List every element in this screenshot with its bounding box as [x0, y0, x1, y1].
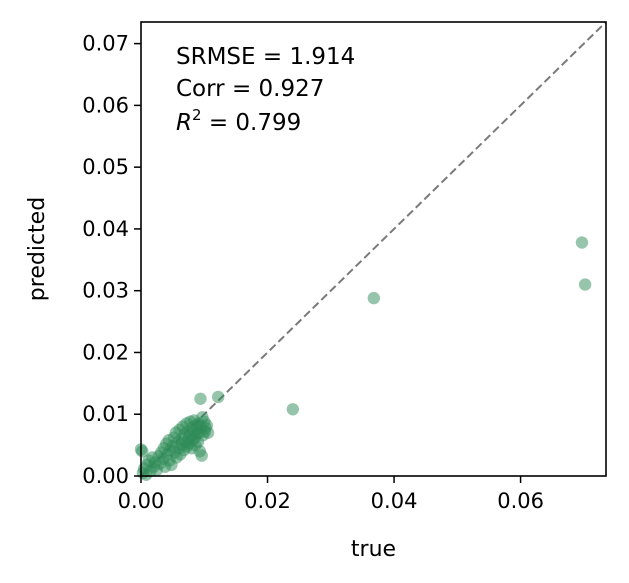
data-points-layer	[134, 236, 592, 481]
y-tick-label: 0.01	[82, 402, 129, 426]
x-tick-label: 0.00	[118, 489, 165, 513]
data-point	[201, 426, 215, 439]
data-point	[211, 390, 225, 404]
x-tick-label: 0.04	[371, 489, 418, 513]
x-axis-ticks: 0.00 0.02 0.04 0.06	[118, 476, 544, 513]
data-point	[578, 278, 592, 291]
r2-annotation: R2 = 0.799	[176, 106, 301, 136]
y-tick-label: 0.04	[82, 217, 129, 241]
data-point	[195, 449, 208, 462]
x-tick-label: 0.02	[244, 489, 291, 513]
y-tick-label: 0.06	[82, 93, 129, 117]
y-axis-label: predicted	[25, 197, 50, 301]
y-tick-label: 0.00	[82, 464, 129, 488]
y-tick-label: 0.02	[82, 340, 129, 364]
x-axis-label: true	[351, 537, 396, 562]
y-tick-label: 0.07	[82, 32, 129, 56]
data-point	[367, 291, 381, 305]
plot-area-frame	[140, 21, 607, 477]
y-tick-label: 0.03	[82, 279, 129, 303]
srmse-annotation: SRMSE = 1.914	[176, 44, 355, 70]
data-point	[575, 236, 589, 249]
x-tick-label: 0.06	[497, 489, 544, 513]
y-axis-ticks: 0.00 0.01 0.02 0.03 0.04 0.05 0.06 0.07	[82, 32, 141, 488]
corr-annotation: Corr = 0.927	[176, 76, 324, 102]
data-point	[194, 392, 207, 405]
y-tick-label: 0.05	[82, 155, 129, 179]
r2-exponent: 2	[192, 106, 202, 124]
r2-value: = 0.799	[202, 110, 302, 136]
data-point	[136, 445, 149, 458]
data-point	[286, 403, 300, 416]
r2-symbol: R	[176, 110, 192, 136]
